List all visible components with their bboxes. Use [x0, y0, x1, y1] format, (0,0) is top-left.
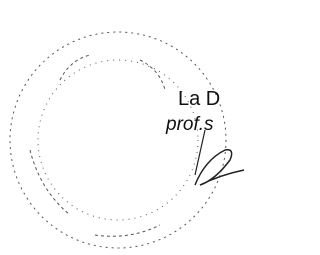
- inner-ring: [38, 60, 198, 220]
- outer-ring: [10, 32, 226, 248]
- signature: [195, 150, 244, 185]
- stamp-lettering: [30, 55, 165, 236]
- scanned-stamp: La D prof.s: [0, 0, 247, 255]
- stamp-line-2: prof.s: [165, 114, 214, 135]
- stamp-rings: [10, 32, 226, 248]
- stamp-line-1: La D: [178, 88, 220, 110]
